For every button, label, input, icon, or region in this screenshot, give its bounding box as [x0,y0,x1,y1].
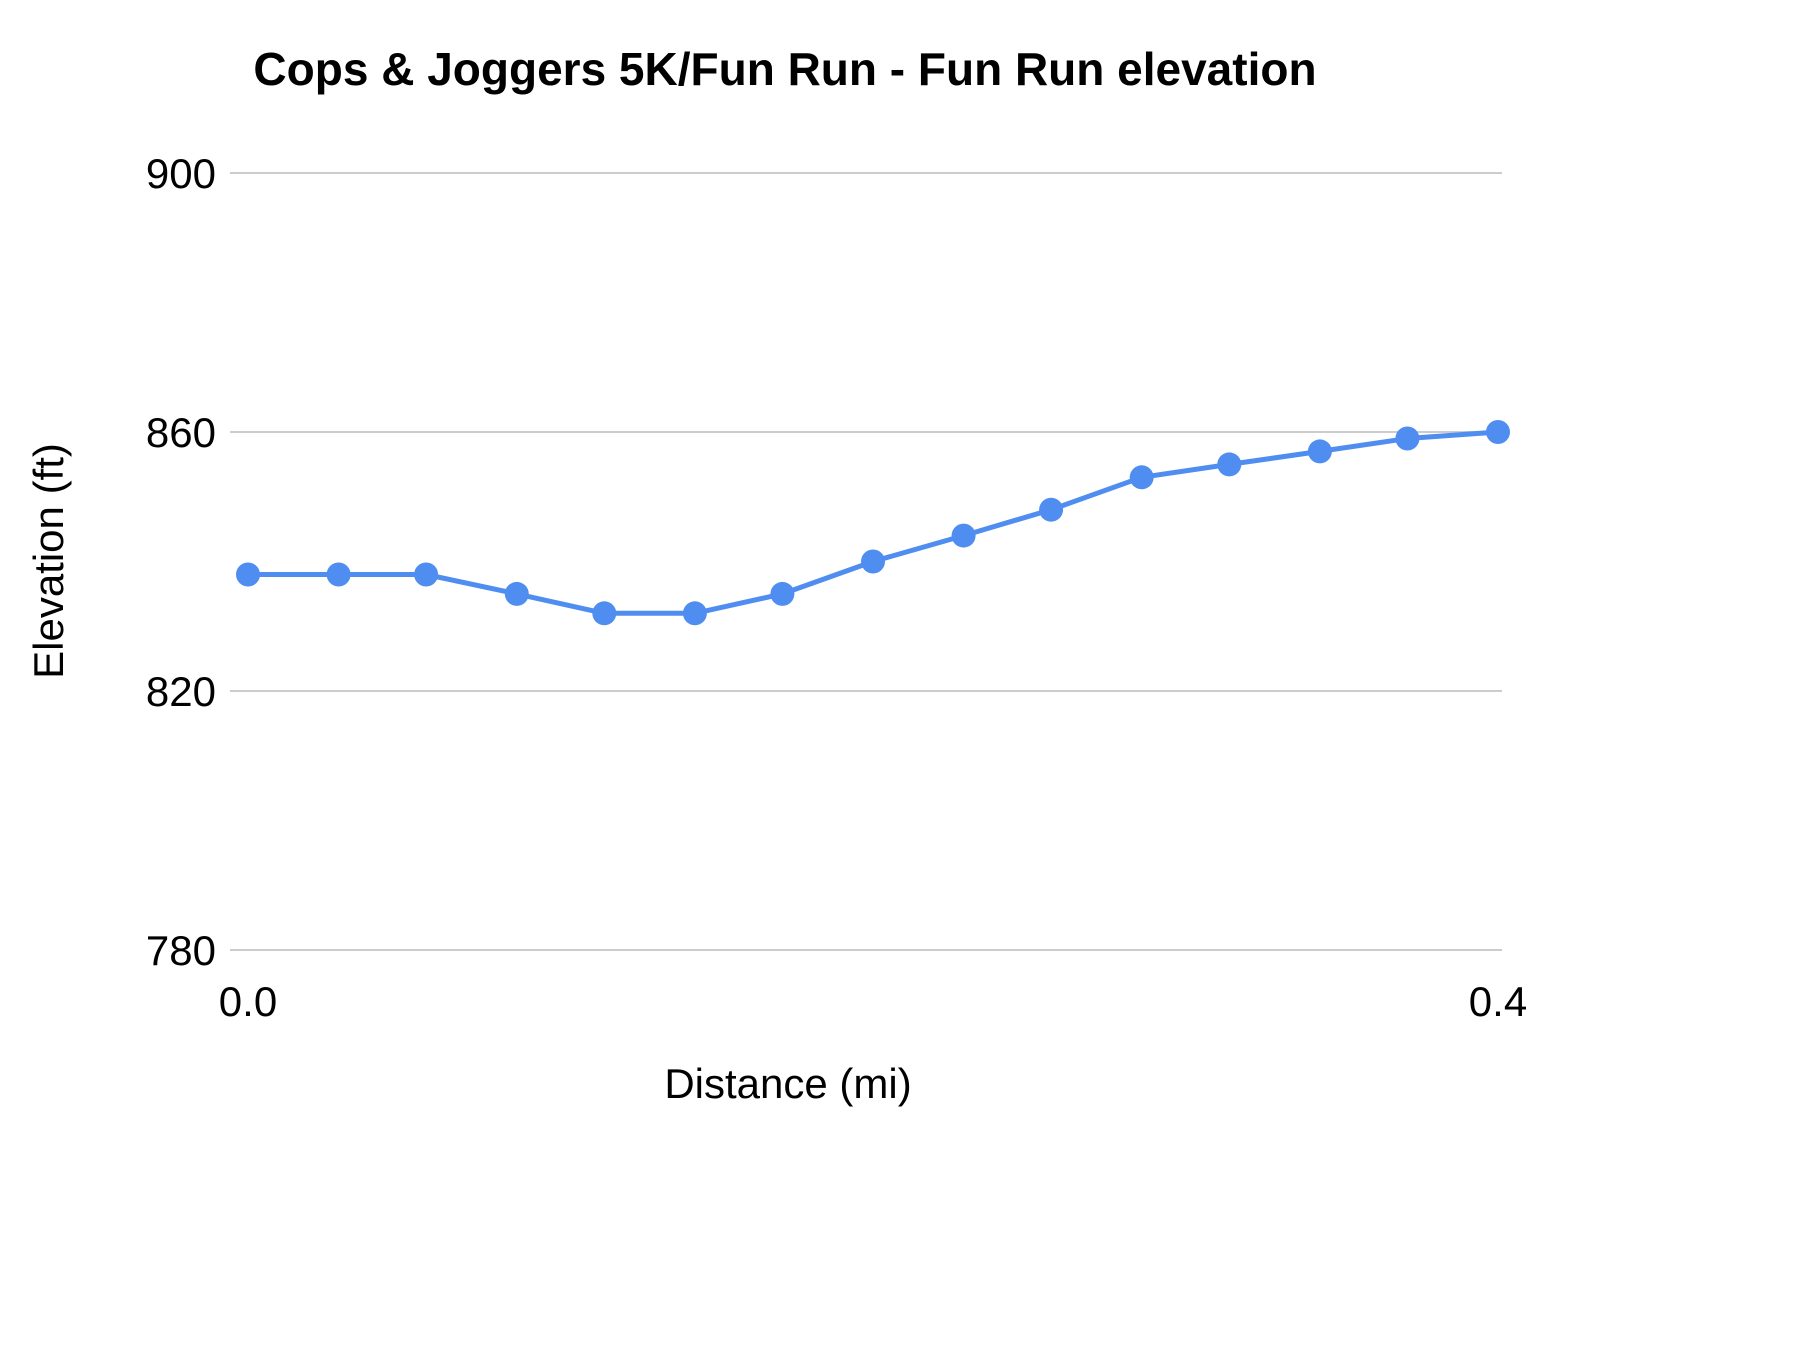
data-point-marker [414,562,439,587]
y-tick-label: 780 [146,927,216,974]
y-tick-label: 900 [146,150,216,197]
data-point-marker [1486,420,1510,444]
data-point-marker [682,601,707,626]
data-point-marker [770,581,795,606]
x-tick-labels-group: 0.0 0.4 [219,978,1527,1025]
data-point-marker [861,549,885,574]
data-point-marker [951,523,976,548]
elevation-line [245,429,1501,616]
data-point-marker [236,562,260,587]
y-tick-label: 820 [146,668,216,715]
x-axis-title: Distance (mi) [664,1060,911,1107]
data-point-marker [326,562,351,587]
data-point-marker [1395,426,1420,451]
series-group [236,420,1510,626]
chart-title: Cops & Joggers 5K/Fun Run - Fun Run elev… [253,43,1316,95]
gridlines-group [230,172,1502,951]
y-axis-title: Elevation (ft) [25,443,72,679]
data-point-marker [1307,439,1332,464]
data-point-marker [592,601,617,626]
x-tick-label: 0.4 [1469,978,1527,1025]
data-point-marker [1217,452,1242,477]
data-point-marker [1039,497,1064,522]
y-tick-labels-group: 780 820 860 900 [146,150,216,974]
data-point-marker [504,581,529,606]
y-tick-label: 860 [146,409,216,456]
data-point-marker [1129,465,1154,490]
x-tick-label: 0.0 [219,978,277,1025]
